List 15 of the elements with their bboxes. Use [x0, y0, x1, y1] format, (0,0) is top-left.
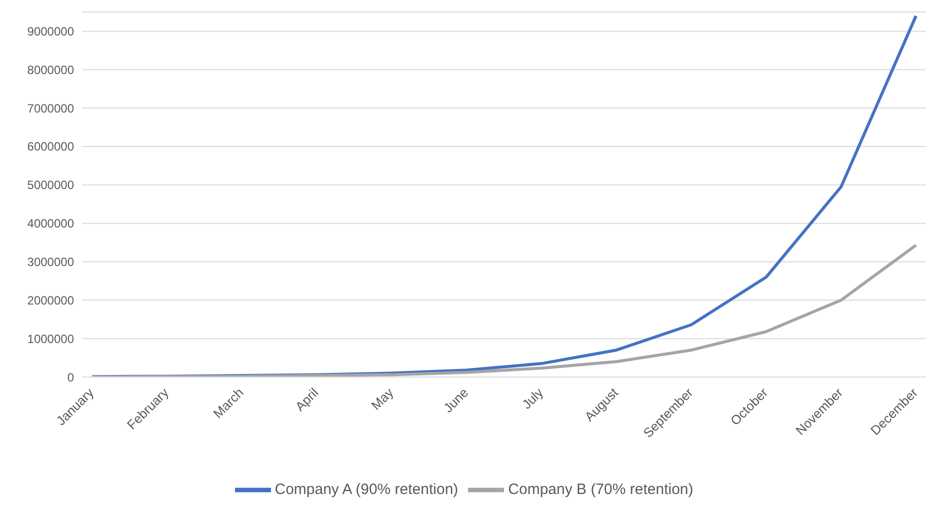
y-tick-label: 7000000: [27, 101, 74, 116]
y-tick-label: 4000000: [27, 216, 74, 231]
x-tick-label: May: [368, 384, 397, 413]
legend-label: Company B (70% retention): [508, 480, 694, 498]
y-tick-label: 1000000: [27, 332, 74, 346]
y-tick-label: 9000000: [27, 24, 74, 38]
y-tick-label: 2000000: [27, 293, 74, 308]
y-tick-label: 5000000: [27, 178, 74, 192]
y-tick-label: 6000000: [27, 140, 74, 154]
y-tick-label: 8000000: [27, 62, 74, 77]
y-tick-label: 0: [67, 370, 74, 384]
x-tick-label: July: [519, 384, 546, 412]
line-series: [90, 244, 918, 377]
y-tick-label: 3000000: [27, 254, 74, 269]
legend-label: Company A (90% retention): [274, 480, 458, 498]
